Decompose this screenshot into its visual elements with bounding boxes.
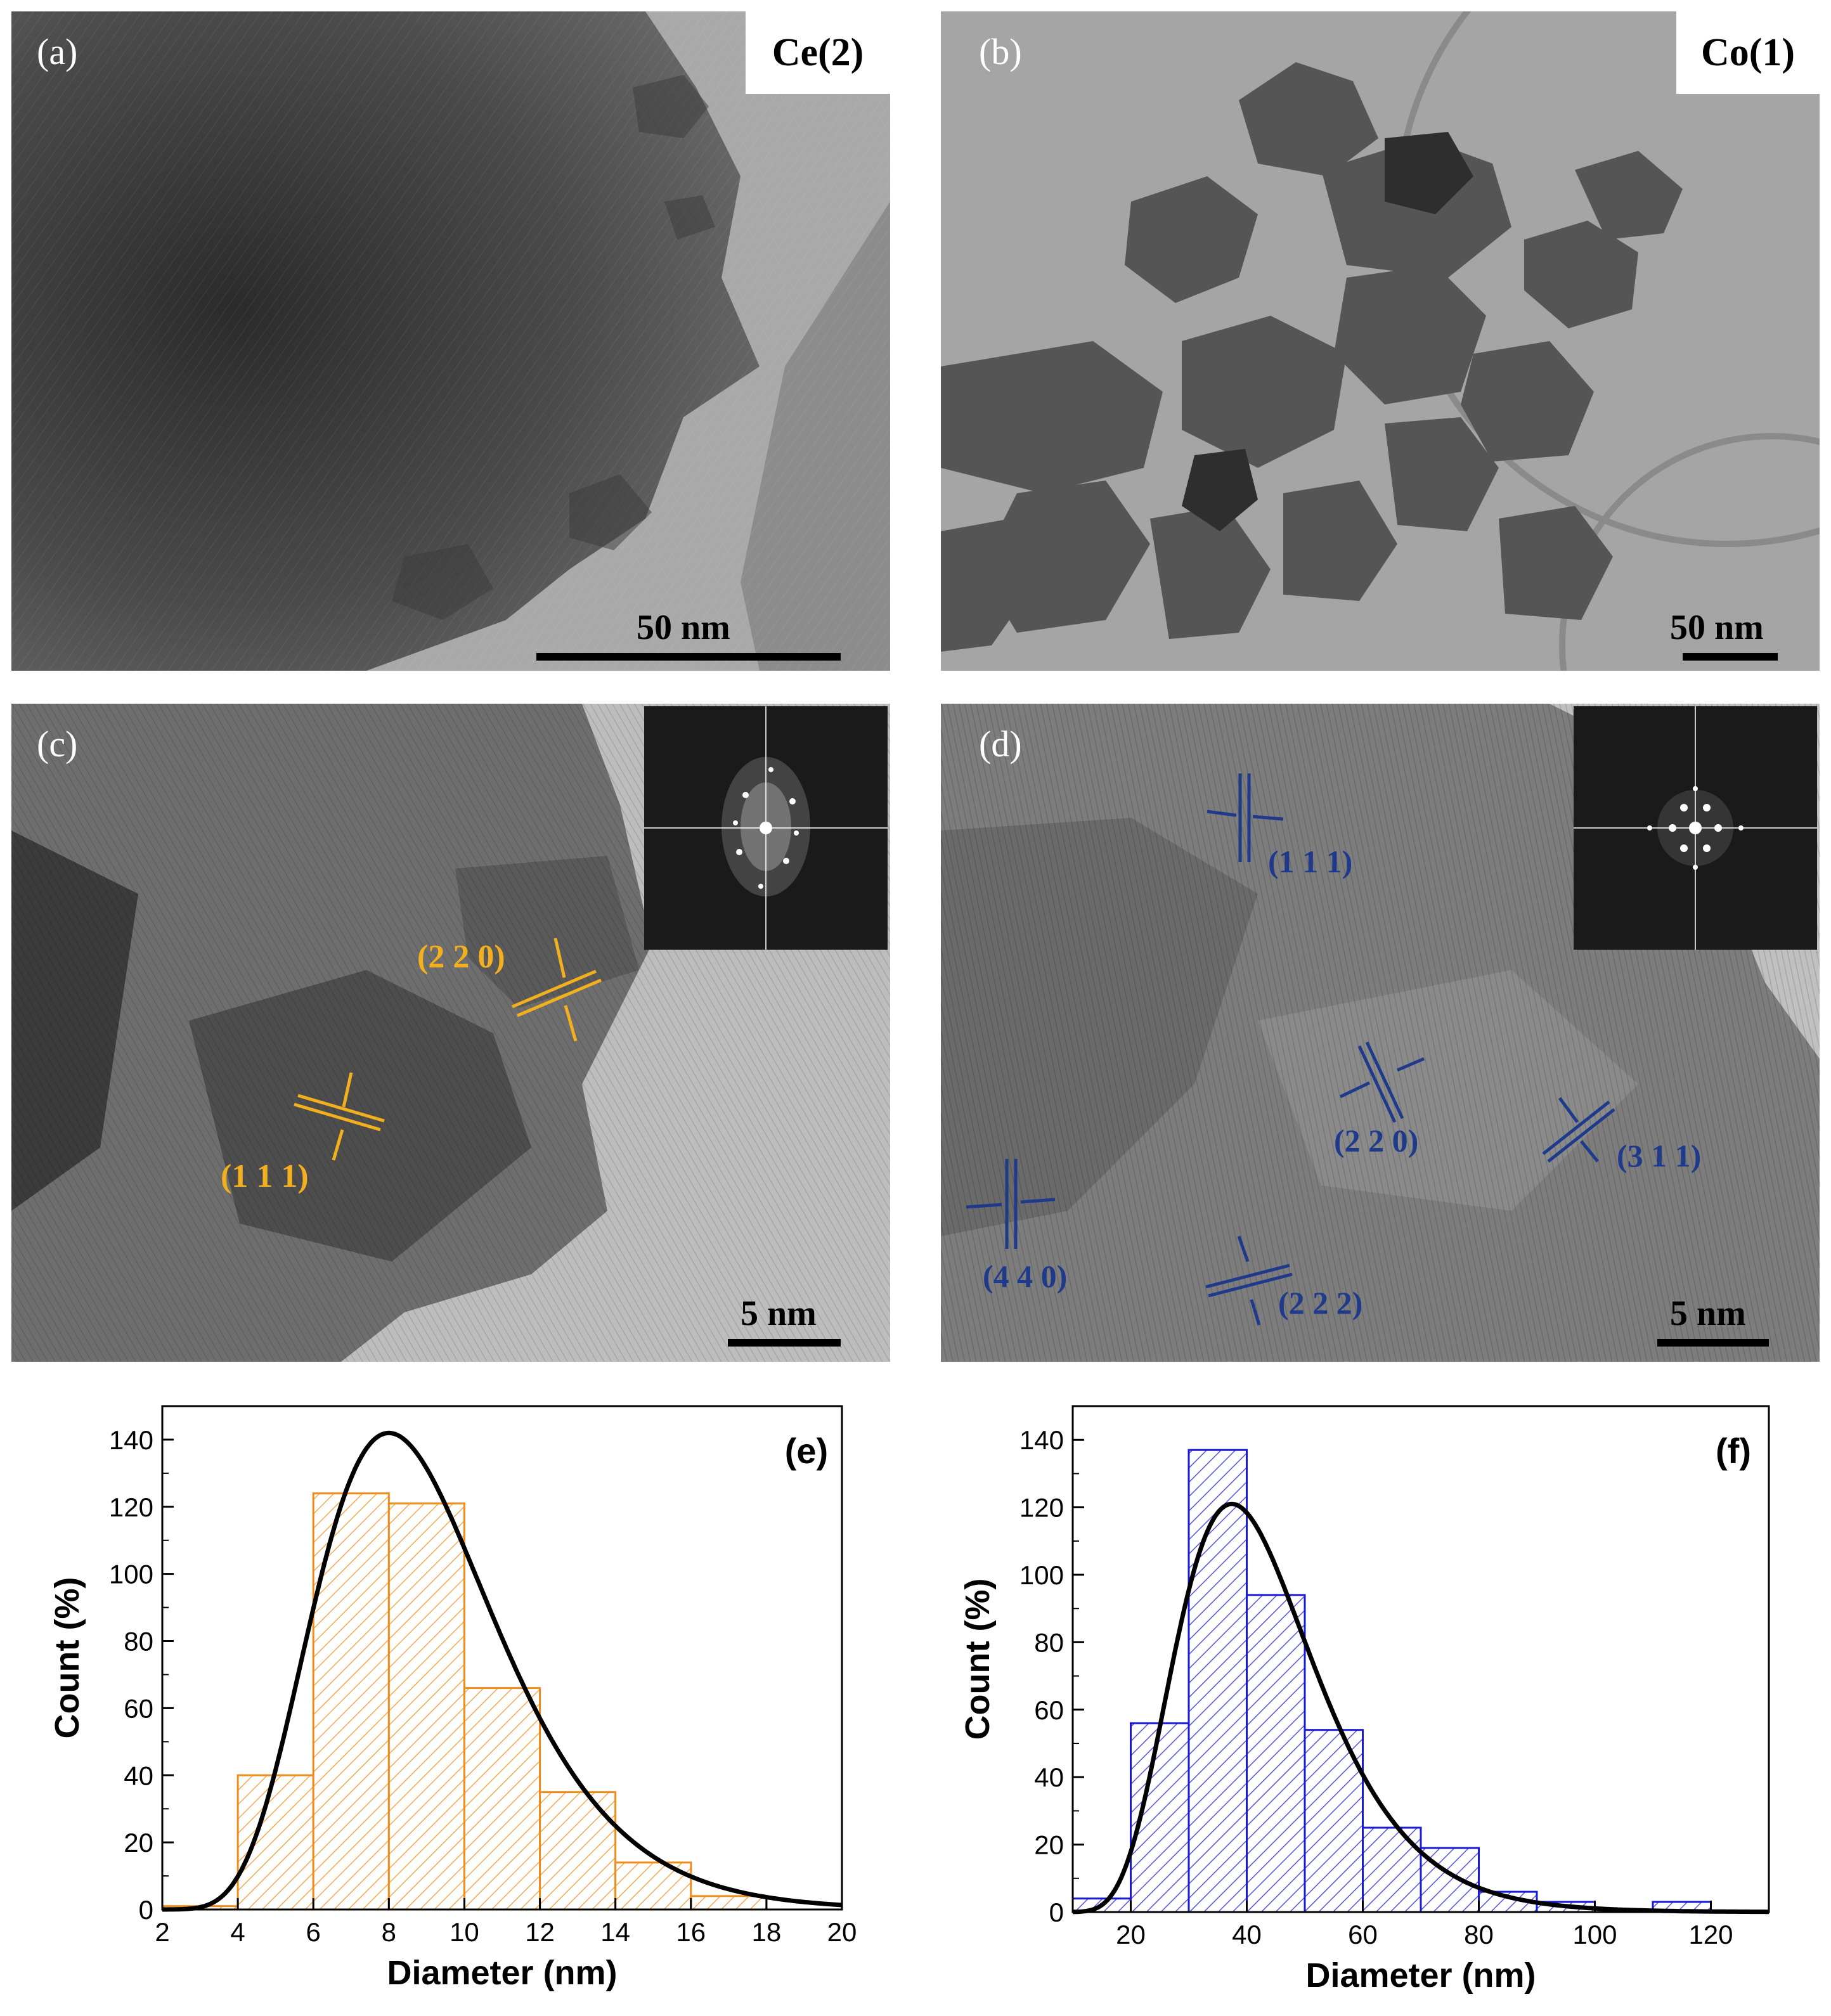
scale-text-b: 50 nm bbox=[1670, 608, 1764, 647]
scale-bar-a bbox=[536, 653, 841, 661]
x-tick-label: 10 bbox=[450, 1917, 479, 1947]
histogram-bar bbox=[1246, 1594, 1306, 1913]
histogram-bar bbox=[236, 1774, 314, 1911]
histogram-f: 0 20 40 60 80 100 120 140 20 40 60 80 100 120 Diameter… bbox=[959, 1405, 1770, 1994]
plot-frame bbox=[1071, 1405, 1770, 1913]
x-tick-label: 40 bbox=[1232, 1920, 1262, 1949]
y-tick-label: 40 bbox=[124, 1761, 153, 1790]
histogram-bar bbox=[463, 1687, 541, 1911]
x-tick-label: 20 bbox=[1116, 1920, 1146, 1949]
panel-label-c: (c) bbox=[37, 723, 78, 765]
plane-label-d-222: (2 2 2) bbox=[1278, 1285, 1363, 1321]
y-tick-label: 60 bbox=[1034, 1695, 1064, 1725]
fft-inset-c bbox=[644, 706, 888, 950]
y-tick-label: 40 bbox=[1034, 1762, 1064, 1792]
y-tick-label: 20 bbox=[1034, 1830, 1064, 1860]
x-axis-label: Diameter (nm) bbox=[1305, 1956, 1536, 1994]
x-tick-label: 100 bbox=[1572, 1920, 1617, 1949]
plane-label-c-111: (1 1 1) bbox=[221, 1158, 309, 1194]
scale-bar-d bbox=[1657, 1339, 1769, 1347]
x-tick-label: 6 bbox=[306, 1917, 321, 1947]
scale-text-a: 50 nm bbox=[637, 608, 730, 647]
sample-label-b: Co(1) bbox=[1676, 11, 1820, 94]
histogram-bar bbox=[387, 1502, 465, 1911]
panel-label: (e) bbox=[785, 1431, 828, 1471]
tem-image-a: (a) Ce(2) 50 nm bbox=[11, 11, 890, 671]
histogram-bar bbox=[1187, 1449, 1248, 1913]
fft-pattern-c bbox=[644, 706, 888, 950]
y-tick-label: 80 bbox=[1034, 1627, 1064, 1657]
y-tick-label: 140 bbox=[109, 1425, 153, 1455]
scale-bar-b bbox=[1683, 653, 1778, 661]
fit-curve bbox=[162, 1430, 843, 1912]
plane-label-d-311: (3 1 1) bbox=[1617, 1138, 1702, 1173]
y-tick-label: 60 bbox=[124, 1693, 153, 1723]
y-tick-label: 20 bbox=[124, 1828, 153, 1858]
plane-label-d-440: (4 4 0) bbox=[983, 1258, 1068, 1294]
fft-pattern-d bbox=[1574, 706, 1817, 950]
y-tick-label: 120 bbox=[109, 1492, 153, 1522]
y-axis-label: Count (%) bbox=[48, 1577, 86, 1739]
x-tick-label: 2 bbox=[155, 1917, 169, 1947]
lattice-markers-d bbox=[966, 773, 1615, 1326]
fit-curve bbox=[1072, 1501, 1769, 1915]
lattice-markers-c bbox=[294, 938, 602, 1161]
x-axis-label: Diameter (nm) bbox=[387, 1954, 617, 1992]
x-tick-label: 120 bbox=[1688, 1920, 1733, 1949]
panel-label-a: (a) bbox=[37, 31, 78, 72]
histogram-bar bbox=[539, 1791, 617, 1911]
panel-label-d: (d) bbox=[979, 723, 1022, 765]
panel-label-b: (b) bbox=[979, 31, 1022, 72]
fft-inset-d bbox=[1574, 706, 1817, 950]
x-tick-label: 14 bbox=[600, 1917, 630, 1947]
y-tick-label: 80 bbox=[124, 1627, 153, 1657]
panel-label: (f) bbox=[1716, 1431, 1751, 1471]
y-tick-label: 0 bbox=[139, 1895, 153, 1925]
x-tick-label: 8 bbox=[382, 1917, 396, 1947]
sample-label-a: Ce(2) bbox=[746, 11, 890, 94]
plot-frame bbox=[161, 1405, 843, 1911]
y-tick-label: 100 bbox=[1019, 1560, 1064, 1590]
tem-texture-a bbox=[11, 11, 890, 671]
tem-texture-b bbox=[941, 11, 1820, 671]
scale-bar-c bbox=[728, 1339, 841, 1347]
plane-label-d-111: (1 1 1) bbox=[1268, 844, 1353, 879]
y-tick-label: 0 bbox=[1049, 1897, 1064, 1927]
x-tick-label: 20 bbox=[827, 1917, 857, 1947]
hrtem-image-d: (1 1 1) (2 2 0) (3 1 1) (4 4 0) (2 2 2) … bbox=[941, 704, 1820, 1362]
histogram-e: 0 20 40 60 80 100 120 140 2 4 6 8 10 12 14 16 18 20 Diamet… bbox=[48, 1405, 857, 1992]
x-tick-label: 60 bbox=[1348, 1920, 1378, 1949]
y-tick-label: 100 bbox=[109, 1560, 153, 1589]
scale-text-d: 5 nm bbox=[1670, 1294, 1746, 1333]
plane-label-c-220: (2 2 0) bbox=[417, 939, 505, 975]
x-tick-label: 16 bbox=[676, 1917, 706, 1947]
x-tick-label: 12 bbox=[525, 1917, 555, 1947]
histogram-bar bbox=[1362, 1826, 1422, 1913]
y-axis-label: Count (%) bbox=[959, 1579, 997, 1740]
hrtem-texture-c bbox=[11, 704, 890, 1362]
x-tick-label: 4 bbox=[230, 1917, 245, 1947]
plane-label-d-220: (2 2 0) bbox=[1334, 1123, 1419, 1158]
x-tick-label: 18 bbox=[752, 1917, 782, 1947]
histogram-bar bbox=[690, 1895, 768, 1911]
scale-text-c: 5 nm bbox=[741, 1294, 817, 1333]
y-tick-label: 140 bbox=[1019, 1425, 1064, 1455]
hrtem-image-c: (2 2 0) (1 1 1) (c) 5 nm bbox=[11, 704, 890, 1362]
x-tick-label: 80 bbox=[1464, 1920, 1494, 1949]
y-tick-label: 120 bbox=[1019, 1493, 1064, 1523]
tem-image-b: (b) Co(1) 50 nm bbox=[941, 11, 1820, 671]
